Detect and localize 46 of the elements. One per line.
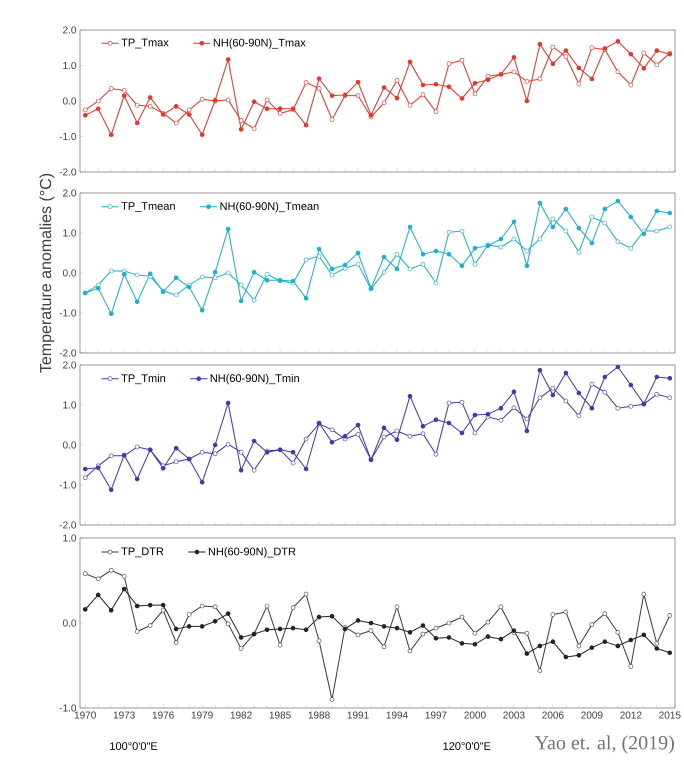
legend-label: TP_Tmin <box>121 374 165 384</box>
y-tick-label: -2.0 <box>60 349 76 357</box>
y-tick-label: 0.0 <box>62 441 76 449</box>
y-tick-label: 2.0 <box>62 361 76 369</box>
text: Yao et. al, (2019) <box>534 735 674 754</box>
x-tick-label: 1982 <box>230 712 252 719</box>
x-tick-label: 1973 <box>114 712 135 719</box>
text: 100°0'0"E <box>110 742 158 750</box>
y-tick-label: -2.0 <box>60 521 76 529</box>
y-tick-label: -1.0 <box>60 309 76 317</box>
x-tick-label: 2015 <box>659 712 680 719</box>
legend-label: TP_Tmax <box>121 38 169 48</box>
legend-label: NH(60-90N)_DTR <box>208 547 296 558</box>
y-tick-label: 0.0 <box>62 269 76 277</box>
legend-label: NH(60-90N)_Tmax <box>214 38 306 49</box>
legend-label: NH(60-90N)_Tmean <box>220 202 318 212</box>
y-tick-label: 1.0 <box>63 62 76 70</box>
x-tick-label: 1970 <box>74 712 96 719</box>
y-tick-label: 2.0 <box>62 26 76 34</box>
y-tick-label: -2.0 <box>60 168 76 176</box>
text: 120°0'0"E <box>443 742 490 750</box>
x-tick-label: 1985 <box>270 712 291 719</box>
x-tick-label: 1979 <box>192 712 213 719</box>
y-tick-label: 1.0 <box>63 229 76 237</box>
y-tick-label: 1.0 <box>63 534 76 542</box>
x-tick-label: 1997 <box>425 712 446 719</box>
x-tick-label: 1991 <box>348 712 369 719</box>
y-tick-label: 0.0 <box>62 619 76 627</box>
x-tick-label: 2003 <box>503 712 524 719</box>
legend-label: NH(60-90N)_Tmin <box>210 374 299 384</box>
x-tick-label: 2000 <box>464 712 486 719</box>
y-tick-label: -1.0 <box>60 132 76 140</box>
x-tick-label: 2012 <box>620 712 642 719</box>
legend-label: TP_Tmean <box>121 202 175 212</box>
legend-label: TP_DTR <box>121 548 164 558</box>
y-tick-label: -1.0 <box>60 481 76 489</box>
y-tick-label: 2.0 <box>62 189 76 197</box>
y-axis-title: Temperature anomalies (°C) <box>39 174 54 373</box>
y-tick-label: -1.0 <box>60 704 76 712</box>
x-tick-label: 2009 <box>581 712 602 719</box>
x-tick-label: 1988 <box>308 712 330 719</box>
y-tick-label: 1.0 <box>63 401 76 409</box>
y-tick-label: 0.0 <box>62 97 76 105</box>
x-tick-label: 2006 <box>542 712 564 719</box>
x-tick-label: 1994 <box>386 712 408 719</box>
x-tick-label: 1976 <box>152 712 174 719</box>
